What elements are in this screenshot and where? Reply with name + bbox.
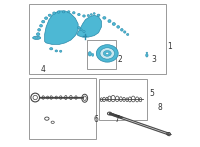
Ellipse shape bbox=[78, 13, 80, 16]
Bar bbox=[99, 79, 147, 120]
Ellipse shape bbox=[121, 29, 123, 31]
Text: 3: 3 bbox=[152, 55, 157, 64]
Ellipse shape bbox=[127, 34, 129, 35]
Ellipse shape bbox=[38, 29, 41, 31]
Text: 5: 5 bbox=[149, 89, 154, 98]
Ellipse shape bbox=[88, 52, 91, 56]
Ellipse shape bbox=[124, 31, 126, 33]
Ellipse shape bbox=[103, 17, 106, 19]
Text: 4: 4 bbox=[41, 65, 46, 74]
Ellipse shape bbox=[60, 50, 62, 52]
Polygon shape bbox=[109, 113, 169, 135]
Ellipse shape bbox=[146, 54, 148, 57]
Ellipse shape bbox=[146, 52, 148, 53]
Ellipse shape bbox=[83, 31, 85, 33]
Ellipse shape bbox=[36, 33, 40, 36]
Ellipse shape bbox=[100, 48, 115, 59]
Ellipse shape bbox=[57, 11, 60, 13]
Ellipse shape bbox=[45, 17, 48, 20]
Ellipse shape bbox=[106, 52, 109, 55]
Text: 2: 2 bbox=[117, 55, 122, 64]
Ellipse shape bbox=[40, 24, 42, 27]
Ellipse shape bbox=[33, 36, 41, 39]
Bar bbox=[29, 78, 96, 139]
Ellipse shape bbox=[112, 22, 115, 25]
Ellipse shape bbox=[108, 20, 111, 22]
Ellipse shape bbox=[62, 11, 65, 13]
Ellipse shape bbox=[42, 20, 45, 23]
Ellipse shape bbox=[96, 45, 118, 62]
Ellipse shape bbox=[72, 12, 75, 14]
Text: 6: 6 bbox=[93, 115, 98, 124]
Ellipse shape bbox=[92, 53, 94, 56]
Ellipse shape bbox=[55, 50, 58, 52]
Bar bbox=[87, 40, 116, 69]
Ellipse shape bbox=[87, 15, 90, 17]
Ellipse shape bbox=[48, 14, 51, 16]
Text: 8: 8 bbox=[158, 103, 162, 112]
Ellipse shape bbox=[80, 29, 82, 31]
Bar bbox=[29, 4, 166, 74]
Text: 1: 1 bbox=[167, 42, 172, 51]
Ellipse shape bbox=[90, 14, 92, 15]
Ellipse shape bbox=[36, 37, 38, 38]
Ellipse shape bbox=[97, 14, 100, 16]
Polygon shape bbox=[77, 15, 101, 37]
Ellipse shape bbox=[77, 27, 80, 29]
Polygon shape bbox=[45, 11, 78, 44]
Ellipse shape bbox=[53, 12, 56, 14]
Ellipse shape bbox=[117, 26, 120, 28]
Ellipse shape bbox=[67, 11, 70, 13]
Ellipse shape bbox=[50, 48, 53, 50]
Ellipse shape bbox=[93, 13, 95, 14]
Ellipse shape bbox=[103, 50, 111, 56]
Text: 7: 7 bbox=[114, 115, 119, 124]
Ellipse shape bbox=[83, 15, 85, 17]
